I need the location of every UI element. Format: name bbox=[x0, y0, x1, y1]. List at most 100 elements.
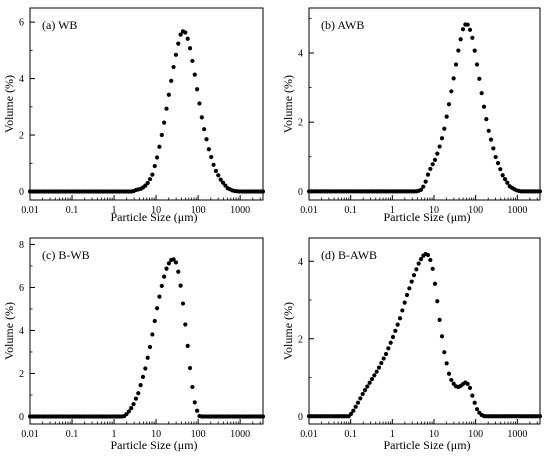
data-point bbox=[369, 376, 375, 382]
data-point bbox=[474, 62, 480, 67]
data-point bbox=[479, 91, 484, 96]
data-point bbox=[446, 371, 452, 376]
data-point bbox=[477, 76, 482, 81]
data-point bbox=[197, 101, 202, 106]
data-point bbox=[367, 380, 372, 385]
y-tick-label: 0 bbox=[19, 187, 24, 198]
data-point bbox=[407, 286, 412, 291]
data-point bbox=[486, 128, 491, 133]
x-tick-label: 0.1 bbox=[344, 205, 357, 216]
x-tick-label: 1000 bbox=[507, 429, 527, 440]
y-tick-label: 0 bbox=[298, 412, 303, 423]
y-tick-label: 2 bbox=[19, 131, 24, 142]
data-point bbox=[437, 317, 442, 322]
data-point bbox=[376, 365, 382, 370]
data-point bbox=[159, 132, 164, 138]
data-point bbox=[192, 72, 197, 77]
data-point bbox=[430, 266, 435, 271]
data-point bbox=[388, 340, 393, 345]
y-tick-label: 0 bbox=[19, 412, 24, 423]
data-point bbox=[435, 151, 440, 156]
y-tick-label: 2 bbox=[298, 334, 303, 345]
data-point bbox=[472, 48, 477, 53]
panel-3: 0.01 0.1 1 10 100 1000 0 2 4 6 8 (c) B-WB Particle S… bbox=[2, 237, 266, 452]
x-tick-label: 1 bbox=[112, 205, 117, 216]
data-point bbox=[393, 328, 398, 333]
data-point bbox=[211, 162, 216, 167]
data-point bbox=[418, 187, 424, 192]
x-tick-label: 0.1 bbox=[66, 429, 79, 440]
x-tick-label: 100 bbox=[191, 429, 206, 440]
data-point bbox=[358, 396, 363, 401]
y-axis-label: Volume (%) bbox=[281, 302, 295, 360]
x-tick-label: 100 bbox=[468, 429, 483, 440]
panel-title: (d) B-AWB bbox=[321, 248, 377, 262]
data-point bbox=[180, 301, 186, 306]
data-point bbox=[176, 269, 181, 274]
data-point bbox=[152, 163, 157, 169]
data-point bbox=[178, 32, 183, 37]
data-point bbox=[164, 266, 169, 271]
data-point bbox=[143, 366, 148, 371]
data-point bbox=[425, 252, 431, 258]
x-tick-label: 1000 bbox=[230, 429, 250, 440]
data-point bbox=[498, 167, 503, 172]
data-point bbox=[397, 316, 403, 321]
x-axis-label: Particle Size (μm) bbox=[110, 438, 197, 452]
data-point bbox=[157, 144, 162, 149]
panel-2: 0.01 0.1 1 10 100 1000 0 2 4 (b) AWB Particle Size… bbox=[281, 7, 543, 224]
data-point bbox=[157, 294, 162, 299]
x-tick-label: 0.1 bbox=[66, 205, 79, 216]
x-axis-label: Particle Size (μm) bbox=[383, 438, 470, 452]
data-point bbox=[500, 173, 505, 178]
data-point bbox=[145, 180, 150, 186]
data-point bbox=[470, 393, 475, 398]
data-point bbox=[383, 351, 389, 357]
data-point bbox=[150, 332, 155, 337]
y-axis-label: Volume (%) bbox=[2, 302, 16, 360]
data-point bbox=[216, 173, 221, 178]
data-point bbox=[439, 136, 445, 141]
y-tick-label: 2 bbox=[298, 118, 303, 129]
data-point bbox=[183, 322, 188, 327]
data-point bbox=[428, 166, 433, 172]
data-point bbox=[185, 36, 190, 41]
y-tick-label: 4 bbox=[298, 257, 303, 268]
data-point bbox=[449, 377, 454, 383]
data-point bbox=[138, 383, 143, 388]
data-point bbox=[360, 391, 365, 397]
data-point bbox=[131, 401, 136, 407]
x-tick-label: 1 bbox=[390, 429, 395, 440]
y-tick-label: 6 bbox=[19, 18, 24, 29]
data-point bbox=[502, 176, 508, 182]
data-point bbox=[147, 344, 153, 350]
data-point bbox=[195, 87, 200, 92]
data-point bbox=[444, 361, 449, 366]
data-point bbox=[140, 374, 146, 379]
data-point bbox=[537, 414, 543, 419]
x-tick-label: 100 bbox=[191, 205, 206, 216]
data-point bbox=[171, 257, 176, 262]
data-point bbox=[164, 106, 169, 111]
data-point bbox=[372, 373, 377, 378]
data-point bbox=[456, 48, 461, 53]
y-tick-label: 4 bbox=[19, 74, 24, 85]
data-point bbox=[449, 89, 454, 94]
data-point bbox=[404, 292, 410, 298]
plot-frame bbox=[308, 7, 541, 201]
x-tick-label: 10 bbox=[151, 205, 161, 216]
x-tick-label: 10 bbox=[429, 205, 439, 216]
y-tick-label: 6 bbox=[19, 283, 24, 294]
data-point bbox=[173, 52, 179, 57]
data-point bbox=[159, 283, 164, 289]
data-point bbox=[453, 62, 459, 67]
y-tick-label: 4 bbox=[298, 48, 303, 59]
data-point bbox=[416, 261, 421, 266]
data-point bbox=[386, 346, 391, 351]
data-point bbox=[495, 161, 501, 166]
data-point bbox=[421, 184, 426, 189]
data-point bbox=[187, 46, 193, 51]
data-point bbox=[395, 322, 400, 327]
x-tick-label: 1 bbox=[390, 205, 395, 216]
